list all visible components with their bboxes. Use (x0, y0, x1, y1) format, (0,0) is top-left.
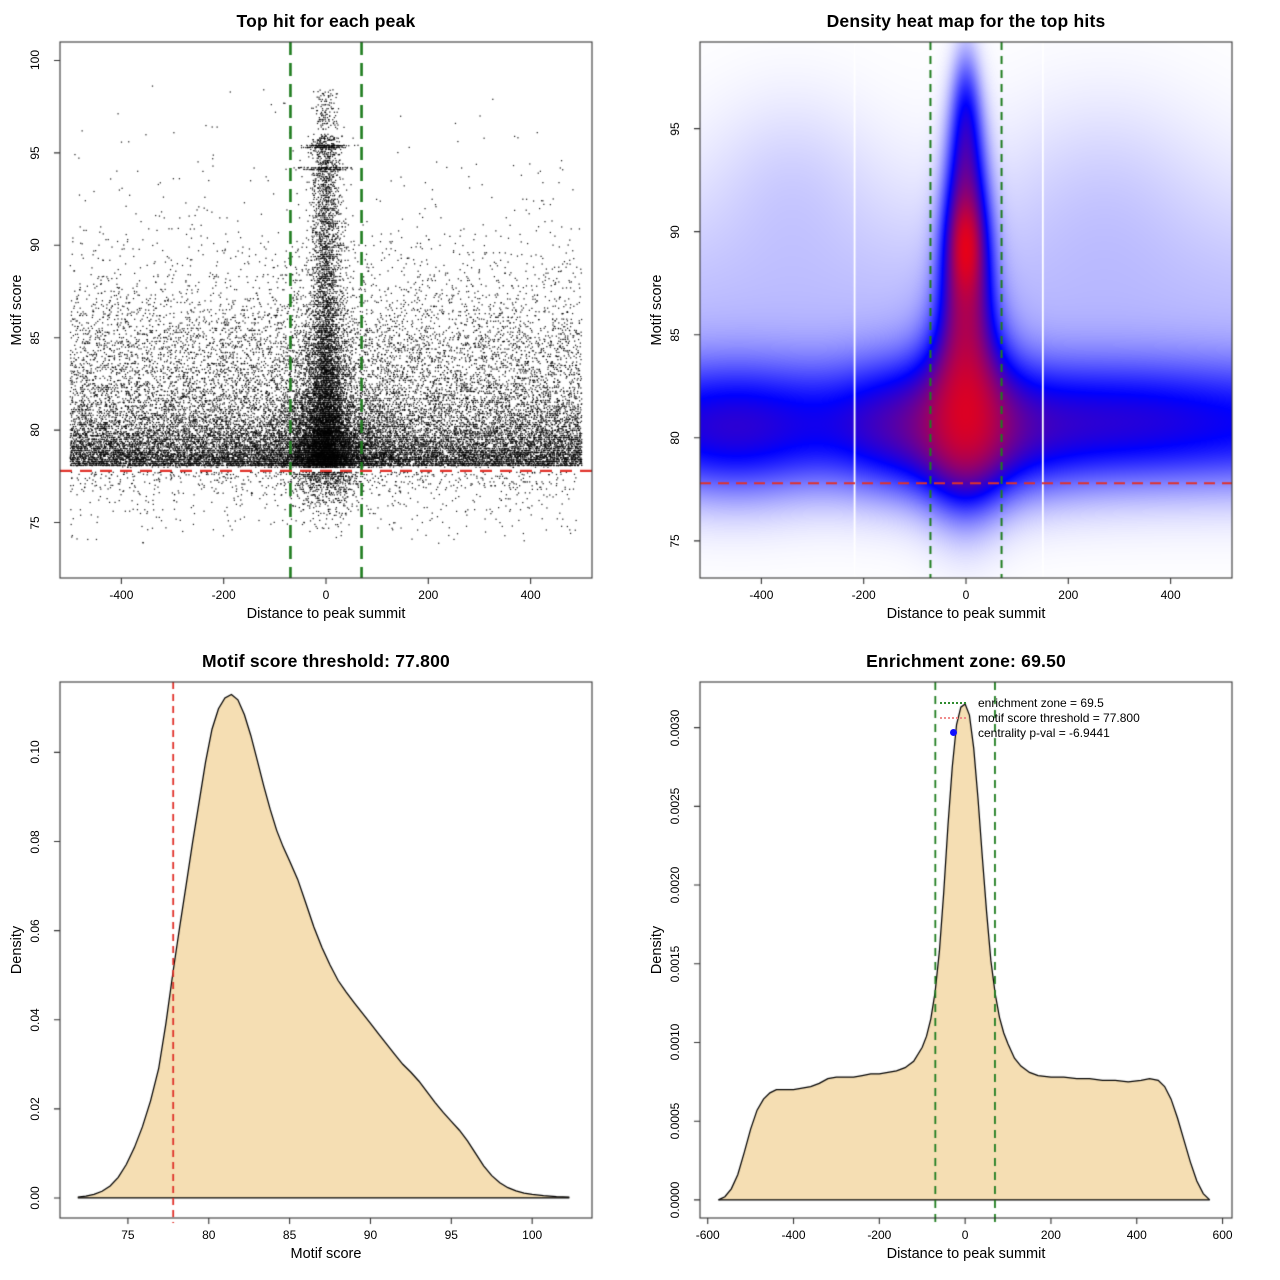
legend-label: enrichment zone = 69.5 (978, 695, 1104, 710)
tick-label: 90 (363, 1228, 378, 1242)
tick-label: 400 (520, 588, 541, 602)
legend: enrichment zone = 69.5 motif score thres… (940, 695, 1140, 740)
panel-density-heatmap: Density heat map for the top hits Distan… (640, 0, 1280, 640)
tick-label: -400 (781, 1228, 806, 1242)
tick-label: 0 (961, 1228, 969, 1242)
tick-label: 200 (418, 588, 439, 602)
tick-label: 0.04 (28, 1008, 42, 1032)
tick-label: 0.0010 (668, 1024, 682, 1061)
tick-label: 85 (668, 328, 682, 342)
y-axis-label: Motif score (649, 274, 665, 346)
legend-label: motif score threshold = 77.800 (978, 710, 1140, 725)
panel-motif-score-density: Motif score threshold: 77.800 Motif scor… (0, 640, 640, 1280)
tick-label: 80 (28, 423, 42, 437)
tick-label: -200 (211, 588, 236, 602)
panel-top-hit-scatter: Top hit for each peak Distance to peak s… (0, 0, 640, 640)
x-axis-label: Distance to peak summit (246, 606, 406, 622)
panel-title: Top hit for each peak (236, 11, 416, 31)
panel-title: Motif score threshold: 77.800 (202, 651, 450, 671)
tick-label: 90 (668, 224, 682, 239)
panel-title: Enrichment zone: 69.50 (866, 651, 1066, 671)
tick-label: -600 (695, 1228, 720, 1242)
tick-label: 0.0015 (668, 945, 682, 983)
legend-label: centrality p-val = -6.9441 (978, 725, 1110, 740)
tick-label: 100 (522, 1228, 543, 1242)
tick-label: 200 (1058, 588, 1079, 602)
tick-label: 75 (28, 515, 42, 530)
legend-item-centrality-pval: centrality p-val = -6.9441 (940, 725, 1140, 740)
tick-label: 0.02 (28, 1097, 42, 1121)
tick-label: 0.06 (28, 918, 42, 943)
tick-label: 95 (28, 146, 42, 160)
tick-label: -400 (749, 588, 774, 602)
x-axis-label: Distance to peak summit (886, 1246, 1046, 1262)
green-dotted-line-icon (940, 701, 966, 704)
tick-label: 0.0000 (668, 1181, 682, 1219)
tick-label: 0 (322, 588, 330, 602)
y-axis-label: Motif score (9, 274, 25, 346)
legend-item-motif-score-threshold: motif score threshold = 77.800 (940, 710, 1140, 725)
tick-label: 0.0005 (668, 1102, 682, 1140)
tick-label: 85 (282, 1228, 297, 1242)
tick-label: 100 (28, 50, 42, 71)
panel-title: Density heat map for the top hits (826, 11, 1106, 31)
tick-label: 400 (1160, 588, 1181, 602)
heatmap-canvas (640, 0, 1280, 640)
panel-enrichment-zone-density: Enrichment zone: 69.50 Distance to peak … (640, 640, 1280, 1280)
tick-label: 0.10 (28, 740, 42, 765)
tick-label: 75 (668, 534, 682, 548)
tick-label: 80 (668, 431, 682, 445)
tick-label: 85 (28, 331, 42, 345)
legend-item-enrichment-zone: enrichment zone = 69.5 (940, 695, 1140, 710)
blue-dot-icon (950, 729, 957, 736)
tick-label: 400 (1126, 1228, 1147, 1242)
distance-density-canvas (640, 640, 1280, 1280)
tick-label: 0.0020 (668, 866, 682, 904)
scatter-plot-canvas (0, 0, 640, 640)
x-axis-label: Distance to peak summit (886, 606, 1046, 622)
tick-label: 95 (444, 1228, 458, 1242)
y-axis-label: Density (649, 925, 665, 975)
tick-label: 600 (1212, 1228, 1233, 1242)
red-dotted-line-icon (940, 716, 966, 719)
tick-label: 0.0025 (668, 787, 682, 825)
tick-label: 0 (962, 588, 970, 602)
tick-label: -200 (867, 1228, 892, 1242)
tick-label: 0.08 (28, 829, 42, 854)
tick-label: -400 (109, 588, 134, 602)
x-axis-label: Motif score (290, 1246, 362, 1262)
tick-label: -200 (851, 588, 876, 602)
y-axis-label: Density (9, 925, 25, 975)
tick-label: 95 (668, 121, 682, 136)
tick-label: 0.00 (28, 1186, 42, 1210)
tick-label: 75 (121, 1228, 135, 1242)
score-density-canvas (0, 640, 640, 1280)
tick-label: 90 (28, 238, 42, 252)
tick-label: 0.0030 (668, 709, 682, 746)
tick-label: 200 (1040, 1228, 1061, 1242)
tick-label: 80 (202, 1228, 216, 1242)
